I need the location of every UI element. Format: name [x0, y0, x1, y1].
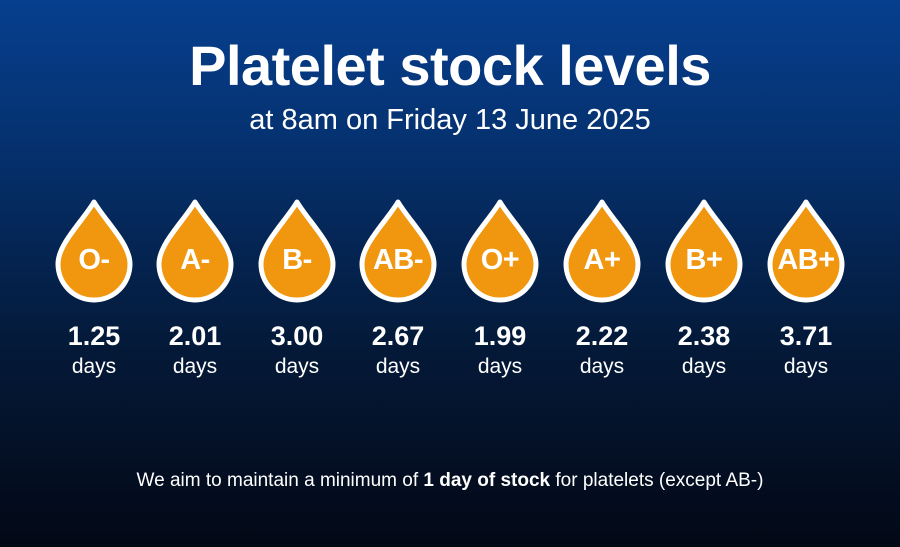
blood-group-list: O- 1.25 days A- 2.01 days B- 3.00 days A…: [0, 196, 900, 396]
stock-value: 2.22: [575, 321, 629, 351]
blood-group-label: A-: [180, 244, 210, 276]
blood-drop-icon: [461, 199, 539, 303]
stock-unit: days: [681, 355, 727, 378]
stock-unit: days: [71, 355, 117, 378]
page-title: Platelet stock levels: [189, 34, 711, 97]
blood-group-label: A+: [583, 244, 621, 276]
blood-group-label: O+: [480, 244, 520, 276]
blood-group-label: AB+: [777, 244, 835, 276]
page-subtitle: at 8am on Friday 13 June 2025: [249, 104, 651, 136]
stock-unit: days: [172, 355, 218, 378]
blood-group-label: O-: [78, 244, 110, 276]
note-text-after: for platelets (except AB-): [550, 470, 764, 491]
blood-drop-icon: [359, 199, 437, 303]
stock-target-note: We aim to maintain a minimum of 1 day of…: [0, 468, 900, 494]
blood-group-item-ab-neg: AB- 2.67 days: [348, 196, 448, 396]
blood-drop-icon: [55, 199, 133, 303]
stock-value: 2.01: [168, 321, 222, 351]
note-emphasis: 1 day of stock: [423, 470, 551, 491]
stock-value: 2.67: [371, 321, 425, 351]
stock-value: 2.38: [677, 321, 731, 351]
stock-unit: days: [477, 355, 523, 378]
blood-group-label: AB-: [372, 244, 424, 276]
stock-value: 1.25: [67, 321, 121, 351]
blood-group-item-a-neg: A- 2.01 days: [145, 196, 245, 396]
note-text-before: We aim to maintain a minimum of: [136, 470, 424, 491]
stock-value: 1.99: [473, 321, 527, 351]
stock-unit: days: [274, 355, 320, 378]
blood-drop-icon: [767, 199, 845, 303]
stock-value: 3.71: [779, 321, 833, 351]
stock-unit: days: [375, 355, 421, 378]
blood-group-item-o-neg: O- 1.25 days: [44, 196, 144, 396]
stock-value: 3.00: [270, 321, 324, 351]
blood-group-label: B+: [685, 244, 723, 276]
stock-unit: days: [783, 355, 829, 378]
blood-group-item-b-pos: B+ 2.38 days: [654, 196, 754, 396]
blood-drop-icon: [156, 199, 234, 303]
blood-drop-icon: [258, 199, 336, 303]
stock-unit: days: [579, 355, 625, 378]
blood-group-item-ab-pos: AB+ 3.71 days: [756, 196, 856, 396]
blood-group-item-a-pos: A+ 2.22 days: [552, 196, 652, 396]
blood-drop-icon: [563, 199, 641, 303]
blood-drop-icon: [665, 199, 743, 303]
blood-group-item-o-pos: O+ 1.99 days: [450, 196, 550, 396]
blood-group-item-b-neg: B- 3.00 days: [247, 196, 347, 396]
blood-group-label: B-: [282, 244, 312, 276]
